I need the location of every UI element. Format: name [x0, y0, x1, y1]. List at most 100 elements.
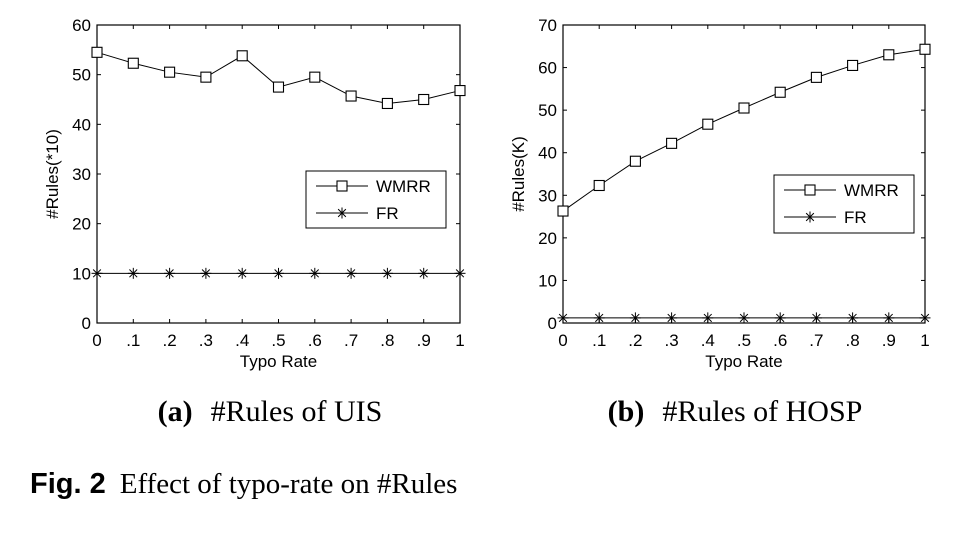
- x-tick-label: .8: [380, 331, 394, 350]
- subfigure-letter: (a): [158, 395, 193, 428]
- legend-box: [305, 170, 447, 229]
- data-point-fr: [454, 267, 466, 279]
- subfigure-caption: (b) #Rules of HOSP: [608, 395, 863, 428]
- data-point-wmrr: [810, 71, 822, 83]
- data-point-wmrr: [666, 137, 678, 149]
- data-point-fr: [309, 267, 321, 279]
- x-tick-label: .3: [665, 331, 679, 350]
- y-tick-label: 10: [538, 271, 557, 290]
- data-point-fr: [200, 267, 212, 279]
- legend-label-fr: FR: [376, 204, 399, 223]
- x-tick-label: .5: [737, 331, 751, 350]
- data-point-wmrr: [919, 43, 931, 55]
- data-point-wmrr: [272, 81, 285, 93]
- data-point-wmrr: [738, 102, 750, 114]
- x-tick-label: .8: [846, 331, 860, 350]
- x-tick-label: .6: [773, 331, 787, 350]
- x-tick-label: 0: [558, 331, 567, 350]
- x-tick-label: .4: [701, 331, 715, 350]
- data-point-fr: [557, 312, 569, 324]
- data-point-wmrr: [774, 86, 786, 98]
- figure-label: Fig. 2: [30, 468, 106, 500]
- y-tick-label: 70: [538, 16, 557, 35]
- y-tick-label: 30: [72, 165, 91, 184]
- data-point-wmrr: [557, 205, 569, 217]
- x-tick-label: .7: [809, 331, 823, 350]
- data-point-fr: [418, 267, 430, 279]
- x-axis-label: Typo Rate: [705, 352, 783, 371]
- data-point-wmrr: [593, 179, 605, 192]
- x-tick-label: .2: [163, 331, 177, 350]
- data-point-wmrr: [200, 71, 212, 83]
- x-tick-label: 1: [920, 331, 929, 350]
- x-tick-label: .1: [592, 331, 606, 350]
- data-point-wmrr: [127, 57, 139, 69]
- x-tick-label: .9: [417, 331, 431, 350]
- legend-marker-wmrr: [336, 180, 348, 192]
- data-point-fr: [810, 312, 822, 324]
- y-axis-label: #Rules(*10): [43, 129, 62, 219]
- legend-marker-fr: [804, 211, 816, 223]
- data-point-wmrr: [381, 97, 393, 110]
- x-tick-label: .1: [126, 331, 140, 350]
- plot-frame: [562, 24, 926, 324]
- subfigure-letter: (b): [608, 395, 645, 428]
- legend: WMRR FR: [305, 170, 447, 229]
- y-tick-label: 20: [538, 229, 557, 248]
- data-point-fr: [273, 267, 284, 279]
- data-point-fr: [702, 312, 714, 324]
- y-axis-label: #Rules(K): [509, 136, 528, 212]
- legend-label-wmrr: WMRR: [844, 181, 899, 200]
- y-tick-label: 60: [538, 59, 557, 78]
- subfigure-title: #Rules of UIS: [211, 395, 383, 428]
- y-tick-label: 40: [72, 115, 91, 134]
- data-point-fr: [164, 267, 176, 279]
- y-tick-label: 60: [72, 16, 91, 35]
- x-tick-label: .2: [628, 331, 642, 350]
- data-point-wmrr: [702, 118, 714, 130]
- data-point-fr: [236, 267, 248, 279]
- legend-label-fr: FR: [844, 208, 867, 227]
- data-point-wmrr: [454, 85, 466, 97]
- data-point-wmrr: [236, 50, 248, 62]
- data-point-wmrr: [309, 71, 321, 83]
- data-point-wmrr: [629, 155, 641, 167]
- data-point-fr: [738, 312, 750, 324]
- data-point-wmrr: [164, 66, 176, 78]
- y-tick-label: 50: [72, 66, 91, 85]
- y-tick-label: 0: [82, 314, 91, 333]
- y-tick-label: 50: [538, 101, 557, 120]
- data-point-fr: [883, 312, 895, 324]
- x-tick-label: .4: [235, 331, 249, 350]
- x-tick-label: .9: [882, 331, 896, 350]
- series-line-wmrr: [96, 51, 461, 104]
- chart-b: 0.1.2.3.4.5.6.7.8.9 1010203040506070Typo …: [509, 16, 931, 428]
- legend-marker-wmrr: [804, 184, 816, 196]
- data-point-wmrr: [345, 90, 357, 102]
- data-point-wmrr: [847, 59, 859, 71]
- x-tick-label: .3: [199, 331, 213, 350]
- subfigure-caption: (a) #Rules of UIS: [158, 395, 383, 428]
- x-tick-label: .7: [344, 331, 358, 350]
- y-tick-label: 40: [538, 144, 557, 163]
- data-point-fr: [629, 312, 641, 324]
- legend-marker-fr: [336, 207, 348, 219]
- data-point-wmrr: [418, 93, 430, 106]
- data-point-fr: [847, 312, 859, 324]
- figure-caption: Fig. 2 Effect of typo-rate on #Rules: [30, 468, 457, 501]
- data-point-fr: [666, 312, 678, 324]
- x-tick-label: 0: [92, 331, 101, 350]
- data-point-fr: [127, 267, 139, 279]
- data-point-fr: [593, 312, 605, 324]
- subfigure-title: #Rules of HOSP: [662, 395, 862, 428]
- data-point-fr: [774, 312, 786, 324]
- data-point-wmrr: [883, 49, 895, 61]
- data-point-fr: [345, 267, 357, 279]
- y-tick-label: 10: [72, 264, 91, 283]
- y-tick-label: 0: [548, 314, 557, 333]
- legend-label-wmrr: WMRR: [376, 177, 431, 196]
- data-point-fr: [919, 312, 931, 324]
- data-point-wmrr: [91, 46, 103, 58]
